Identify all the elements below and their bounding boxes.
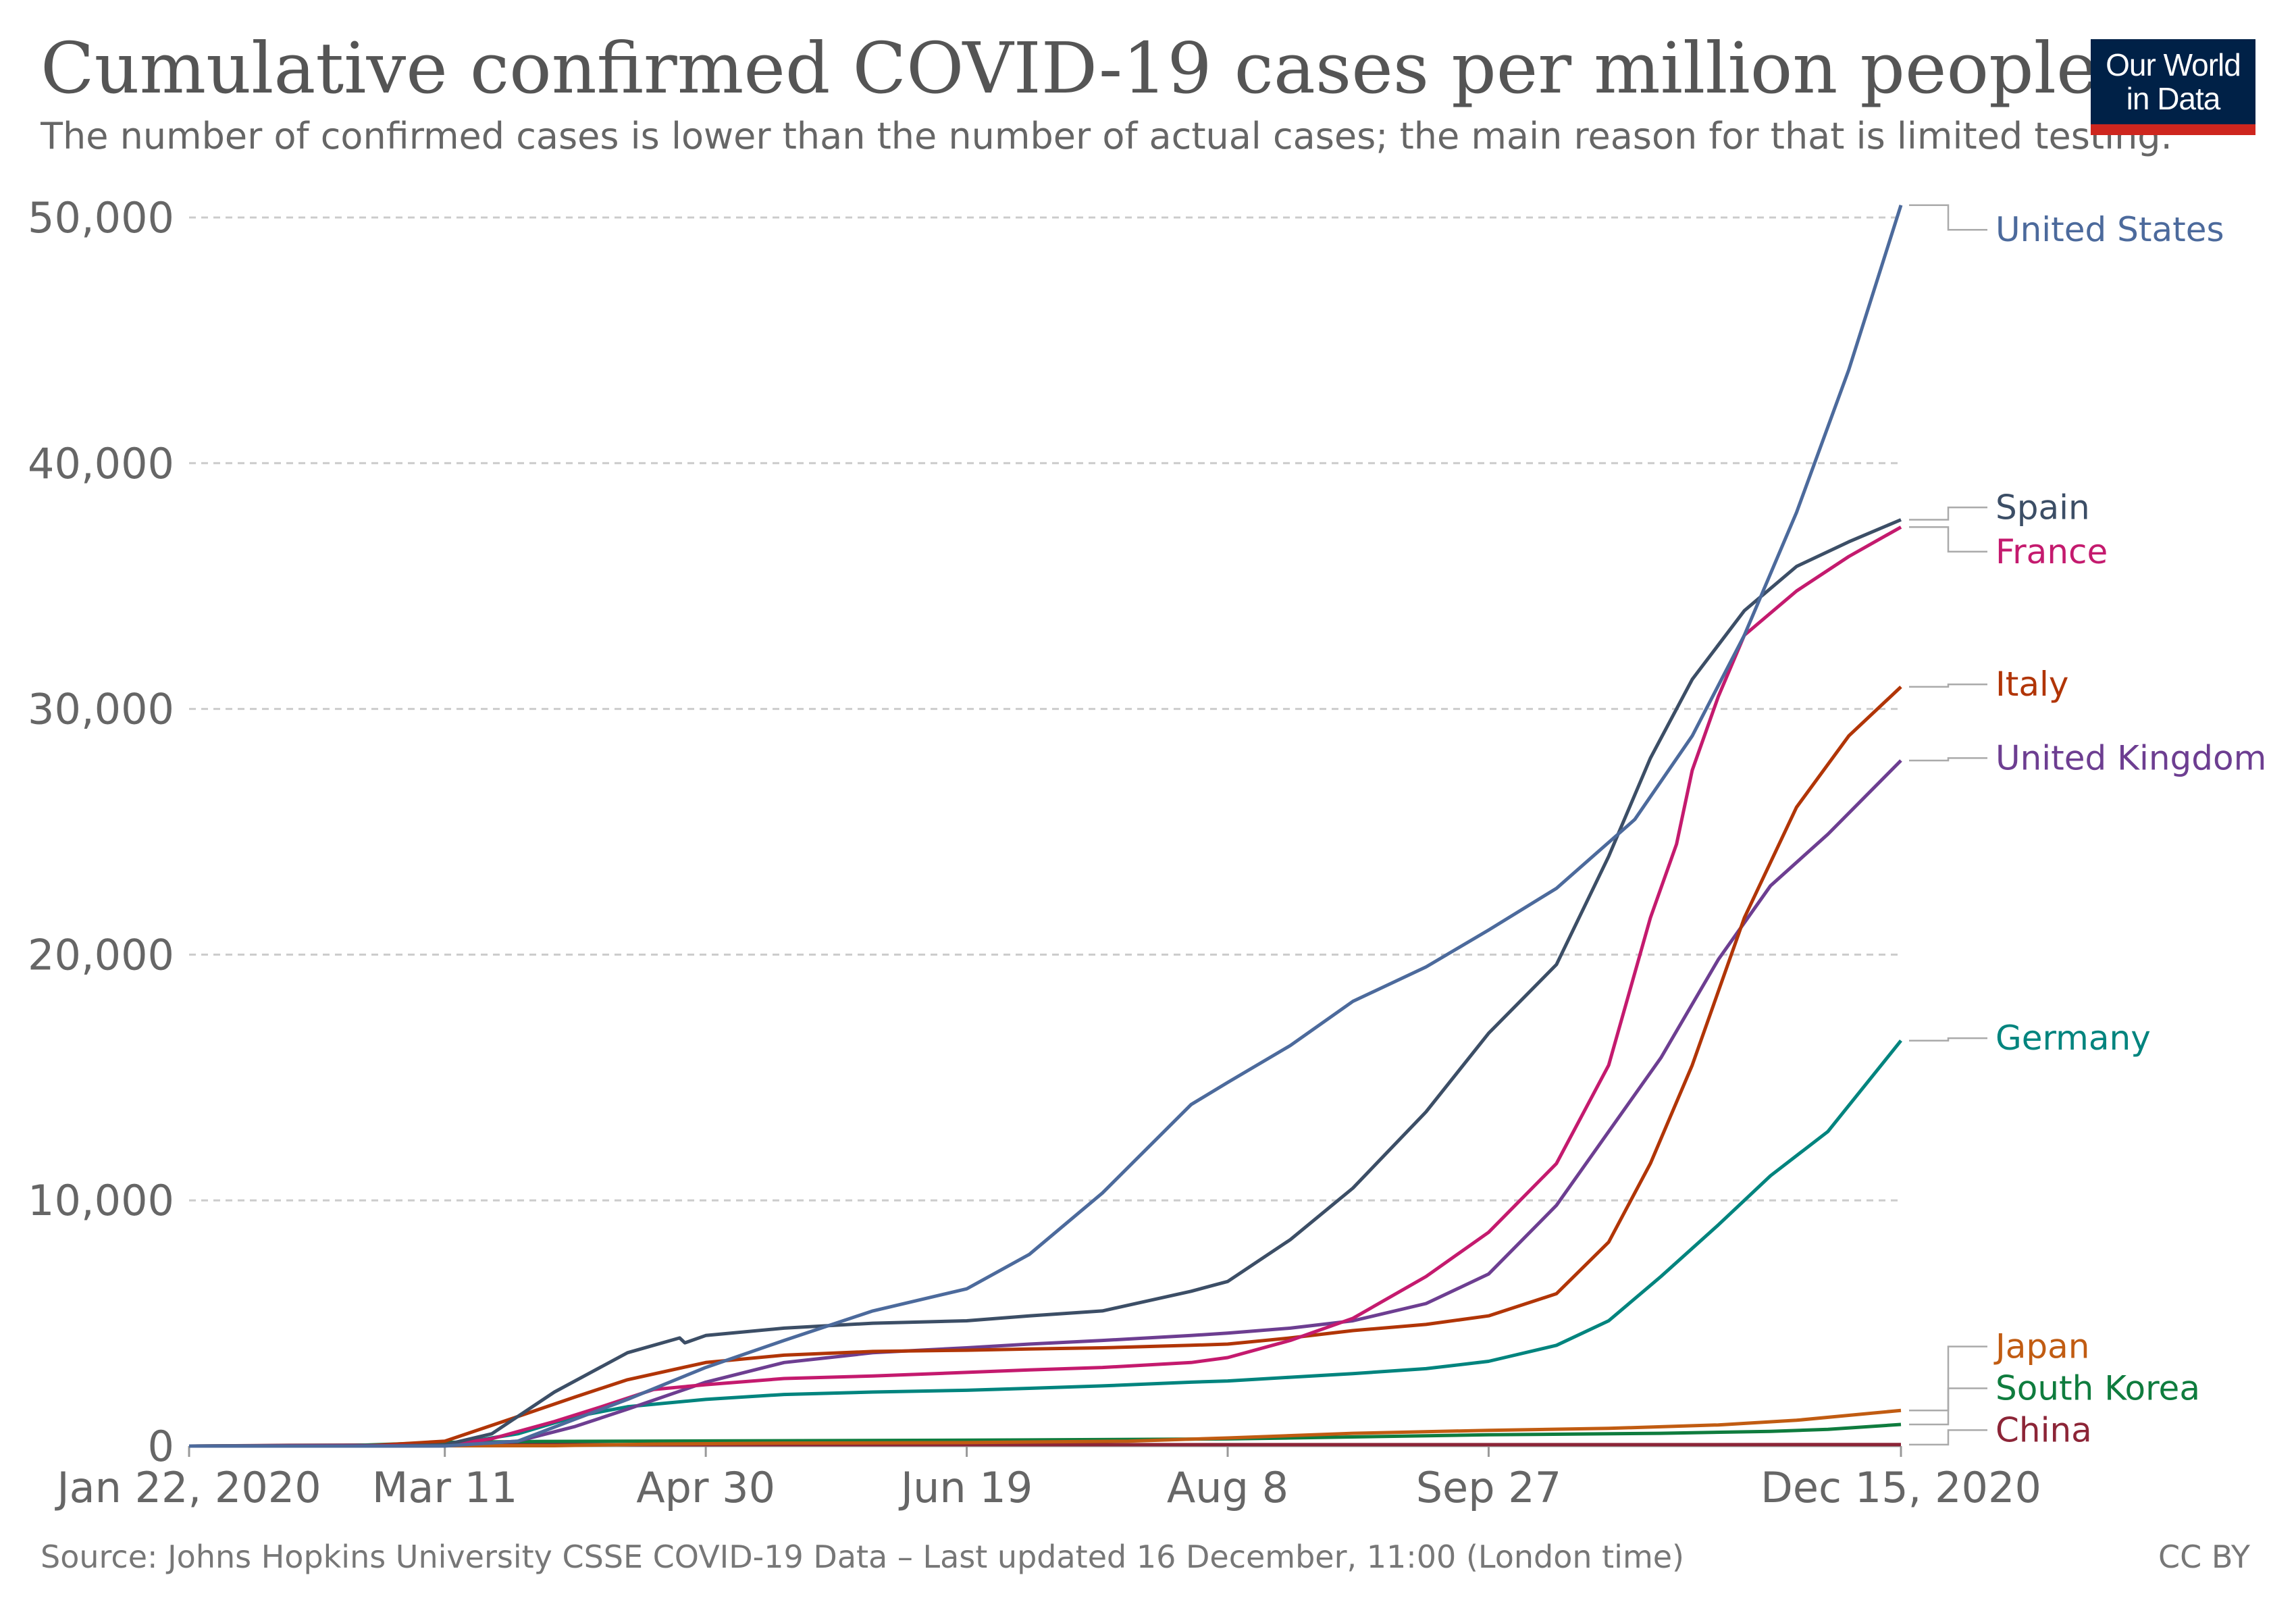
series-label-united-kingdom: United Kingdom: [1995, 738, 2266, 777]
label-connector-spain: [1909, 507, 1987, 521]
source-note: Source: Johns Hopkins University CSSE CO…: [41, 1539, 1685, 1575]
license-link[interactable]: CC BY: [2158, 1539, 2250, 1575]
owid-logo[interactable]: Our World in Data: [2091, 39, 2255, 135]
series-label-united-states: United States: [1995, 210, 2224, 249]
x-tick-label: Sep 27: [1416, 1463, 1561, 1512]
series-line-italy: [188, 686, 1902, 1448]
series-label-spain: Spain: [1995, 488, 2090, 527]
series-line-united-kingdom: [188, 759, 1902, 1448]
y-tick-label: 10,000: [28, 1176, 174, 1225]
series-label-france: France: [1995, 532, 2108, 571]
series-line-france: [188, 525, 1902, 1448]
chart-subtitle: The number of confirmed cases is lower t…: [41, 115, 2172, 157]
label-connector-italy: [1909, 683, 1987, 688]
label-connector-japan: [1909, 1345, 1987, 1412]
logo-line-2: in Data: [2126, 81, 2221, 116]
series-line-japan: [188, 1408, 1902, 1448]
series-label-china: China: [1995, 1410, 2092, 1449]
label-connector-south-korea: [1909, 1387, 1987, 1426]
series-label-south-korea: South Korea: [1995, 1369, 2200, 1408]
y-tick-label: 30,000: [28, 685, 174, 734]
y-tick-label: 40,000: [28, 439, 174, 488]
label-connector-france: [1909, 526, 1987, 553]
x-tick-label: Aug 8: [1167, 1463, 1288, 1512]
label-connector-united-kingdom: [1909, 757, 1987, 762]
series-line-united-states: [188, 205, 1903, 1448]
y-tick-label: 20,000: [28, 930, 174, 979]
series-label-germany: Germany: [1995, 1019, 2151, 1058]
label-connector-china: [1909, 1429, 1987, 1446]
x-tick-label: Jun 19: [898, 1463, 1033, 1512]
chart-title: Cumulative confirmed COVID-19 cases per …: [41, 27, 2098, 109]
series-line-spain: [188, 518, 1902, 1448]
label-connector-germany: [1909, 1037, 1987, 1041]
y-tick-label: 50,000: [28, 193, 174, 242]
series-label-italy: Italy: [1995, 665, 2068, 704]
series-label-japan: Japan: [1993, 1327, 2089, 1366]
x-tick-label: Mar 11: [372, 1463, 518, 1512]
y-tick-label: 0: [148, 1422, 174, 1471]
x-tick-label: Apr 30: [636, 1463, 775, 1512]
label-connector-united-states: [1909, 204, 1987, 231]
x-tick-label: Dec 15, 2020: [1760, 1463, 2041, 1512]
x-tick-label: Jan 22, 2020: [54, 1463, 321, 1512]
logo-line-1: Our World: [2106, 47, 2241, 82]
